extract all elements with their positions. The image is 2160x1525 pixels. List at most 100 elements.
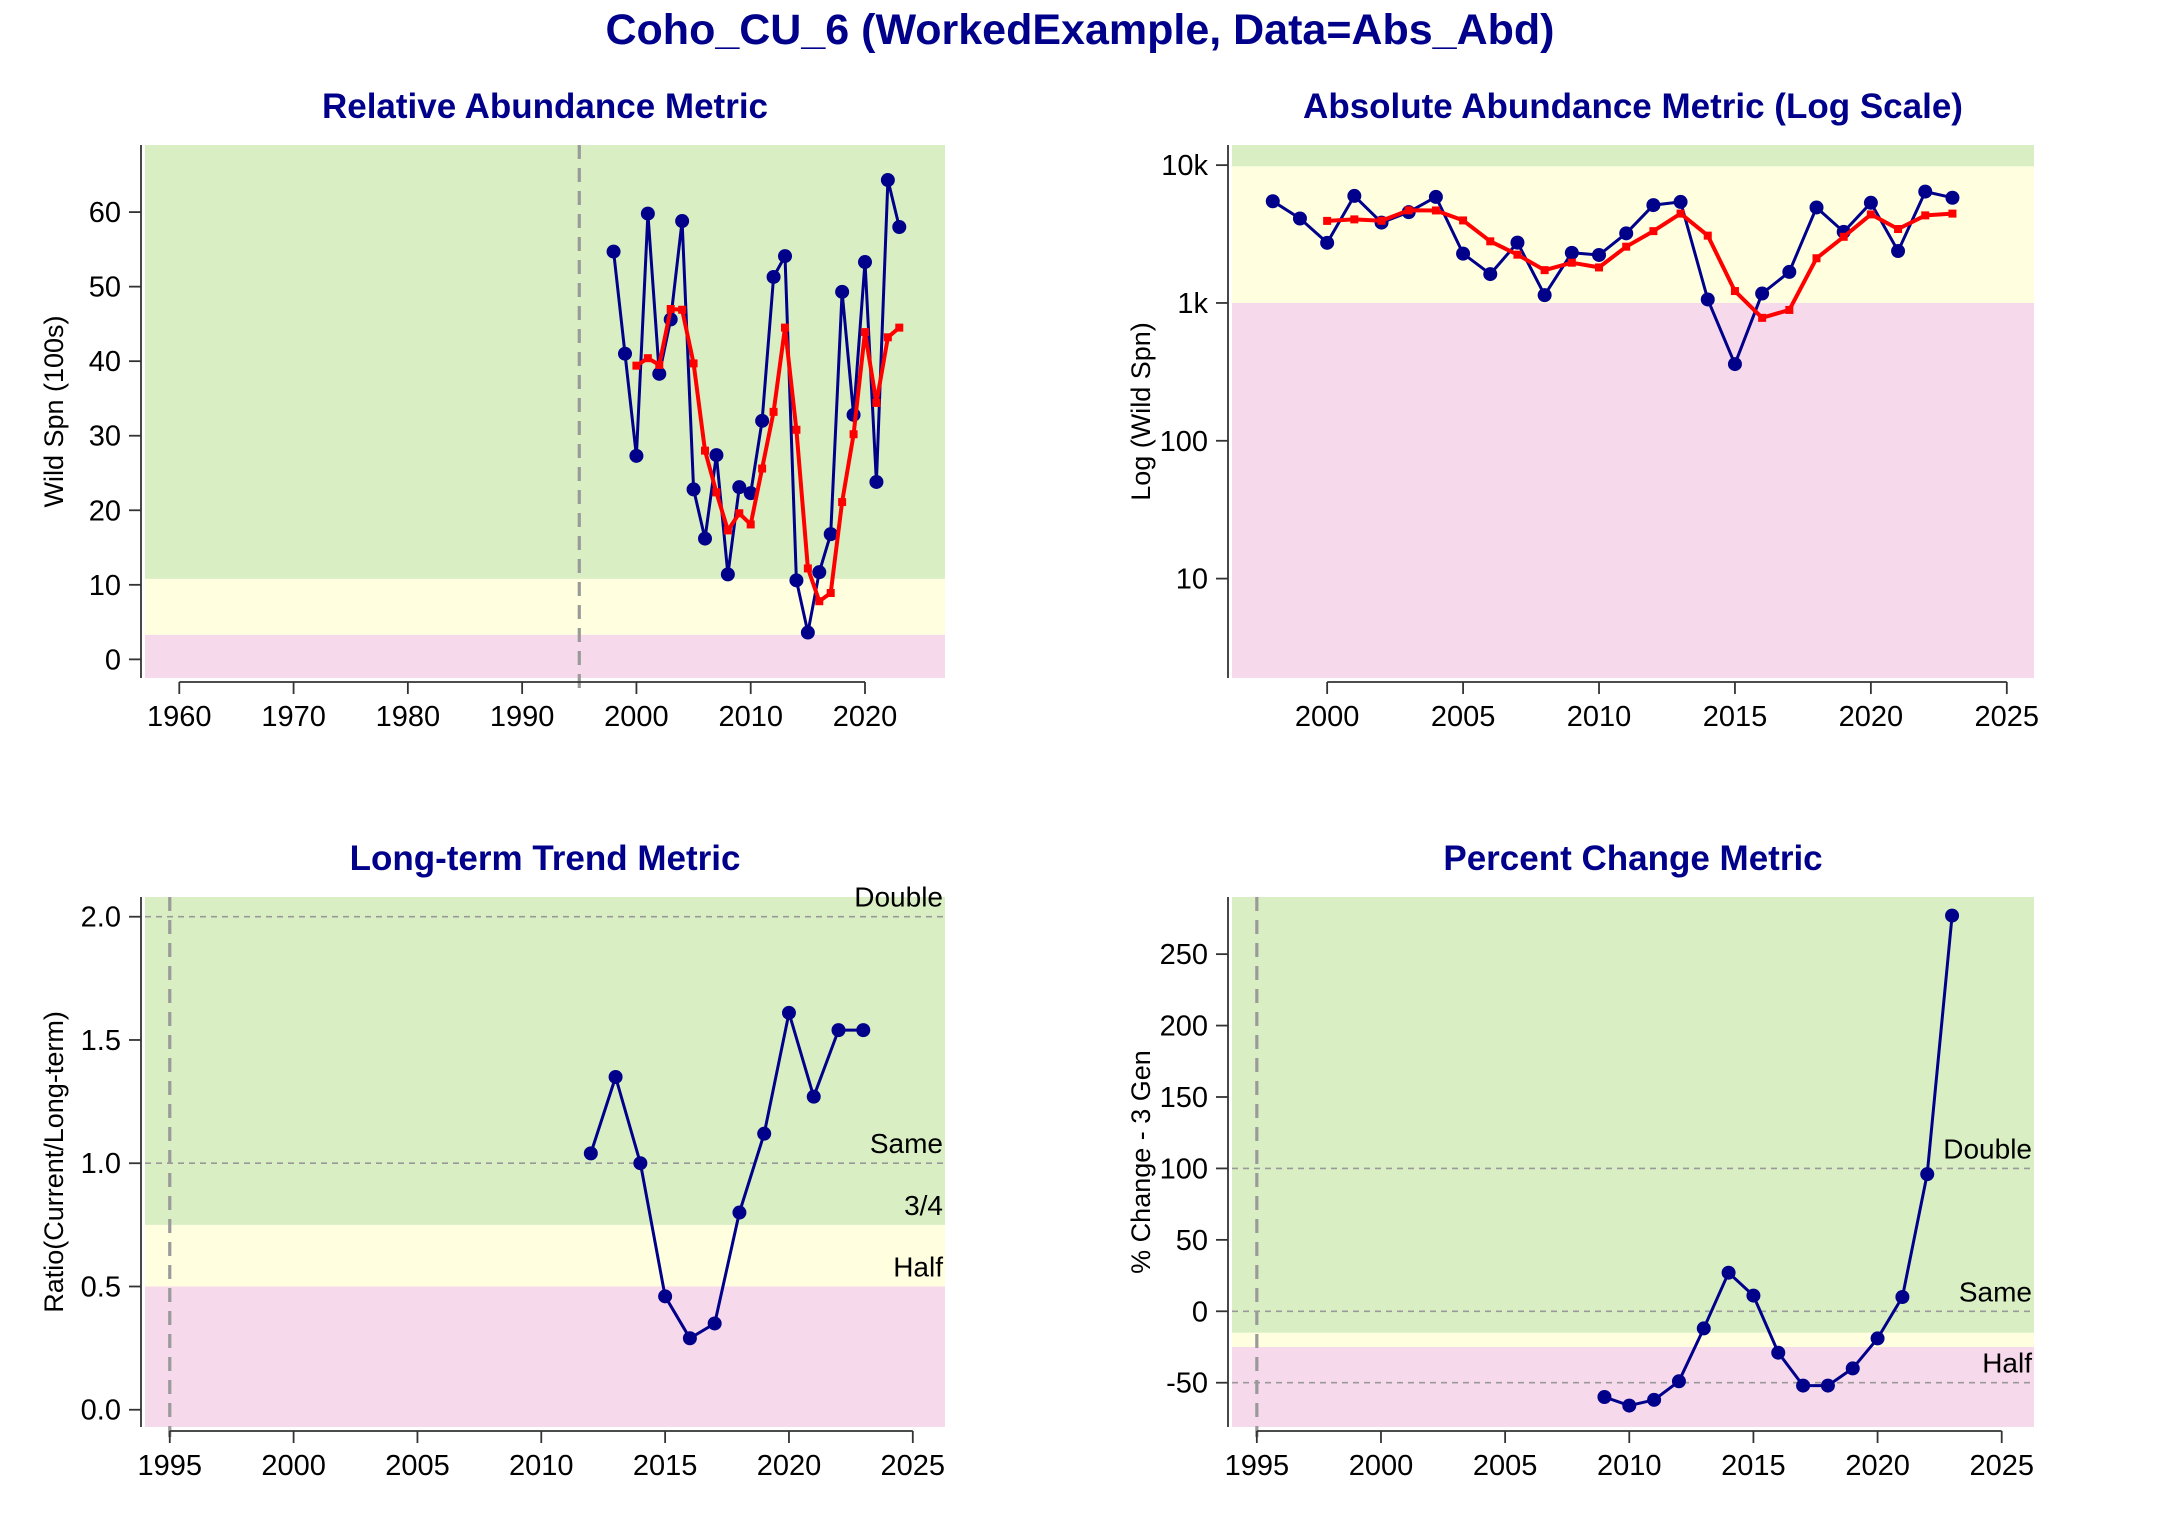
data-point [1622, 1398, 1637, 1413]
zone-green [1232, 145, 2034, 167]
data-point [1320, 235, 1335, 250]
y-tick-label: 40 [89, 346, 121, 378]
x-tick-label: 2010 [718, 701, 783, 733]
panel-percent-change: Percent Change Metric Double Same Half 1995 2… [1126, 839, 2034, 1482]
data-point [1510, 235, 1525, 250]
smoothed-point [701, 446, 709, 455]
x-tick-label: 2000 [604, 701, 669, 733]
data-point [675, 214, 690, 229]
smoothed-point [781, 323, 789, 332]
smoothed-point [1431, 206, 1440, 215]
data-point [732, 480, 747, 495]
data-point [781, 1005, 796, 1020]
smoothed-point [1948, 209, 1957, 218]
data-point [1597, 1390, 1612, 1404]
smoothed-point [1839, 232, 1848, 241]
data-point [608, 1069, 623, 1084]
data-point [1265, 194, 1280, 209]
smoothed-point [838, 498, 847, 507]
data-point [812, 565, 827, 580]
data-point [743, 486, 758, 501]
data-point [1564, 245, 1579, 260]
reference-label: Double [1943, 1133, 2032, 1164]
data-point [1755, 286, 1770, 301]
zone-green [145, 145, 945, 579]
data-point [755, 413, 770, 428]
data-point [686, 482, 701, 497]
x-tick-label: 2000 [1349, 1450, 1414, 1482]
data-point [1428, 189, 1443, 204]
zone-yellow [1232, 1332, 2034, 1347]
y-tick-label: 20 [89, 495, 121, 527]
smoothed-point [1540, 266, 1549, 275]
figure-title: Coho_CU_6 (WorkedExample, Data=Abs_Abd) [605, 6, 1555, 54]
smoothed-point [655, 360, 664, 369]
data-point [709, 448, 724, 463]
smoothed-point [1459, 216, 1468, 225]
data-point [789, 573, 804, 588]
reference-label: Same [1959, 1276, 2032, 1307]
panel-title: Long-term Trend Metric [350, 839, 741, 878]
x-tick-label: 2000 [1295, 701, 1360, 733]
y-tick-label: 0.5 [81, 1271, 121, 1303]
panel-title: Absolute Abundance Metric (Log Scale) [1303, 87, 1963, 126]
smoothed-point [1676, 209, 1685, 218]
data-point [633, 1156, 648, 1171]
data-point [1671, 1374, 1686, 1389]
zone-pink [1232, 302, 2034, 678]
reference-label: Same [870, 1128, 943, 1159]
smoothed-point [1785, 305, 1794, 314]
data-point [606, 244, 621, 259]
x-tick-label: 2015 [1721, 1450, 1786, 1482]
smoothed-point [1894, 225, 1903, 234]
smoothed-point [1812, 254, 1821, 263]
smoothed-point [1567, 258, 1576, 267]
x-tick-label: 2025 [881, 1450, 946, 1482]
data-point [583, 1146, 598, 1161]
data-point [652, 366, 667, 381]
smoothed-point [895, 323, 904, 332]
y-tick-label: 100 [1160, 426, 1208, 458]
smoothed-point [792, 425, 801, 434]
smoothed-point [712, 488, 721, 497]
y-axis-label: % Change - 3 Gen [1126, 1050, 1156, 1274]
y-tick-label: 30 [89, 421, 121, 453]
smoothed-point [1513, 250, 1522, 259]
y-tick-label: 50 [1176, 1225, 1208, 1257]
x-tick-label: 2005 [1431, 701, 1496, 733]
data-point [757, 1126, 772, 1141]
data-point [778, 249, 792, 264]
data-point [1809, 200, 1824, 215]
data-point [682, 1331, 697, 1346]
smoothed-point [1404, 206, 1413, 215]
smoothed-point [1730, 287, 1739, 296]
data-point [698, 531, 712, 546]
x-tick-label: 1980 [376, 701, 441, 733]
smoothed-point [1486, 237, 1495, 246]
data-point [869, 474, 884, 489]
y-tick-label: 0 [105, 644, 121, 676]
smoothed-point [758, 464, 767, 473]
data-point [1592, 247, 1607, 262]
data-point [766, 269, 781, 284]
x-tick-label: 2020 [1839, 701, 1904, 733]
y-tick-label: 50 [89, 272, 121, 304]
observed-series-line [589, 1011, 864, 1340]
y-tick-label: 0.0 [81, 1395, 121, 1427]
x-tick-label: 2020 [833, 701, 898, 733]
smoothed-point [1323, 216, 1332, 225]
data-point [1920, 1167, 1935, 1182]
data-point [1891, 244, 1906, 259]
y-axis-label: Wild Spn (100s) [39, 315, 69, 507]
data-point [629, 448, 644, 463]
x-tick-label: 2005 [1473, 1450, 1538, 1482]
smoothed-point [1622, 242, 1631, 251]
data-point [856, 1023, 871, 1038]
data-point [1782, 264, 1797, 279]
x-tick-label: 1970 [261, 701, 326, 733]
data-point [1647, 1392, 1662, 1407]
smoothed-point [1377, 216, 1386, 225]
x-tick-label: 2010 [1597, 1450, 1662, 1482]
y-tick-label: 150 [1160, 1082, 1208, 1114]
